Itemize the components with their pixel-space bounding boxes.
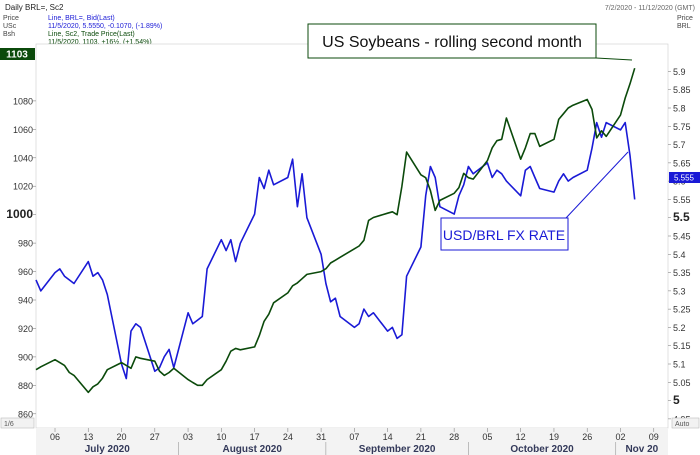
left-tick-label: 940 bbox=[18, 296, 33, 306]
soybeans-annotation: US Soybeans - rolling second month bbox=[307, 23, 633, 61]
left-current-label: 1103 bbox=[6, 50, 28, 61]
auto-scale-box[interactable]: Auto bbox=[671, 417, 700, 429]
date-range: 7/2/2020 - 11/12/2020 (GMT) bbox=[605, 5, 695, 12]
left-tick-label: 1000 bbox=[6, 207, 33, 221]
right-tick-label: 5.3 bbox=[673, 286, 686, 296]
right-tick-label: 5.15 bbox=[673, 341, 691, 351]
left-current-badge: 1103 bbox=[0, 48, 35, 61]
right-tick-label: 5 bbox=[673, 393, 680, 407]
x-tick-label: 19 bbox=[549, 432, 559, 442]
right-price-label: Price bbox=[677, 15, 693, 22]
x-tick-label: 21 bbox=[416, 432, 426, 442]
x-tick-label: 13 bbox=[83, 432, 93, 442]
zoom-box-label: 1/6 bbox=[4, 421, 14, 428]
right-tick-label: 5.5 bbox=[673, 210, 690, 224]
x-tick-label: 12 bbox=[516, 432, 526, 442]
x-tick-label: 06 bbox=[50, 432, 60, 442]
fx-annotation-pointer bbox=[565, 151, 629, 219]
fx-annotation-box bbox=[440, 217, 569, 251]
left-tick-label: 960 bbox=[18, 267, 33, 277]
x-tick-label: 07 bbox=[349, 432, 359, 442]
left-usc-label: USc bbox=[3, 23, 17, 30]
right-tick-label: 5.35 bbox=[673, 268, 691, 278]
series-line-sc2 bbox=[35, 67, 636, 394]
left-tick-label: 1020 bbox=[13, 182, 33, 192]
left-tick-label: 920 bbox=[18, 324, 33, 334]
left-price-label: Price bbox=[3, 15, 19, 22]
series1-desc: Line, BRL=, Bid(Last) bbox=[48, 15, 115, 22]
left-tick-label: 880 bbox=[18, 381, 33, 391]
left-tick-label: 1060 bbox=[13, 125, 33, 135]
right-tick-label: 5.65 bbox=[673, 158, 691, 168]
series2-desc: Line, Sc2, Trade Price(Last) bbox=[48, 31, 135, 38]
soybeans-annotation-text: US Soybeans - rolling second month bbox=[322, 34, 582, 51]
right-tick-label: 5.1 bbox=[673, 360, 686, 370]
left-tick-label: 980 bbox=[18, 239, 33, 249]
left-tick-label: 1080 bbox=[13, 96, 33, 106]
right-tick-label: 5.8 bbox=[673, 104, 686, 114]
right-tick-label: 5.4 bbox=[673, 250, 686, 260]
left-tick-label: 860 bbox=[18, 409, 33, 419]
x-tick-label: 10 bbox=[216, 432, 226, 442]
right-tick-label: 5.85 bbox=[673, 85, 691, 95]
x-tick-label: 28 bbox=[449, 432, 459, 442]
right-tick-label: 5.9 bbox=[673, 67, 686, 77]
x-tick-label: 05 bbox=[482, 432, 492, 442]
left-bsh-label: Bsh bbox=[3, 31, 15, 38]
series-line-brl bbox=[35, 121, 636, 380]
x-tick-label: 02 bbox=[615, 432, 625, 442]
month-label: July 2020 bbox=[85, 444, 130, 455]
plot-area bbox=[35, 43, 669, 429]
x-tick-label: 17 bbox=[250, 432, 260, 442]
right-current-label: 5.555 bbox=[674, 174, 695, 183]
month-label: August 2020 bbox=[222, 444, 282, 455]
right-unit-label: BRL bbox=[677, 23, 691, 30]
fx-annotation-text: USD/BRL FX RATE bbox=[443, 227, 565, 243]
right-tick-label: 5.7 bbox=[673, 140, 686, 150]
soybeans-annotation-pointer bbox=[595, 57, 633, 61]
x-tick-label: 31 bbox=[316, 432, 326, 442]
x-tick-label: 09 bbox=[649, 432, 659, 442]
month-label: Nov 20 bbox=[625, 444, 658, 455]
fx-annotation: USD/BRL FX RATE bbox=[440, 151, 629, 251]
x-tick-label: 20 bbox=[117, 432, 127, 442]
series2-value: 11/5/2020, 1103, +16½, (+1.54%) bbox=[48, 38, 152, 46]
right-tick-label: 5.55 bbox=[673, 195, 691, 205]
x-tick-label: 24 bbox=[283, 432, 293, 442]
x-tick-label: 26 bbox=[582, 432, 592, 442]
x-axis-band bbox=[36, 428, 668, 455]
auto-scale-label: Auto bbox=[675, 421, 690, 428]
left-tick-label: 900 bbox=[18, 352, 33, 362]
month-label: October 2020 bbox=[510, 444, 574, 455]
right-tick-label: 5.45 bbox=[673, 232, 691, 242]
right-tick-label: 5.75 bbox=[673, 122, 691, 132]
right-tick-label: 5.25 bbox=[673, 305, 691, 315]
right-tick-label: 5.05 bbox=[673, 378, 691, 388]
series1-value: 11/5/2020, 5.5550, -0.1070, (-1.89%) bbox=[48, 23, 162, 30]
month-label: September 2020 bbox=[359, 444, 436, 455]
x-tick-label: 14 bbox=[383, 432, 393, 442]
zoom-box[interactable]: 1/6 bbox=[0, 417, 35, 429]
x-tick-label: 27 bbox=[150, 432, 160, 442]
left-tick-label: 1040 bbox=[13, 153, 33, 163]
right-current-badge: 5.555 bbox=[669, 172, 700, 183]
right-tick-label: 5.2 bbox=[673, 323, 686, 333]
x-tick-label: 03 bbox=[183, 432, 193, 442]
chart-title: Daily BRL=, Sc2 bbox=[5, 3, 64, 12]
soybeans-annotation-box bbox=[307, 23, 597, 59]
